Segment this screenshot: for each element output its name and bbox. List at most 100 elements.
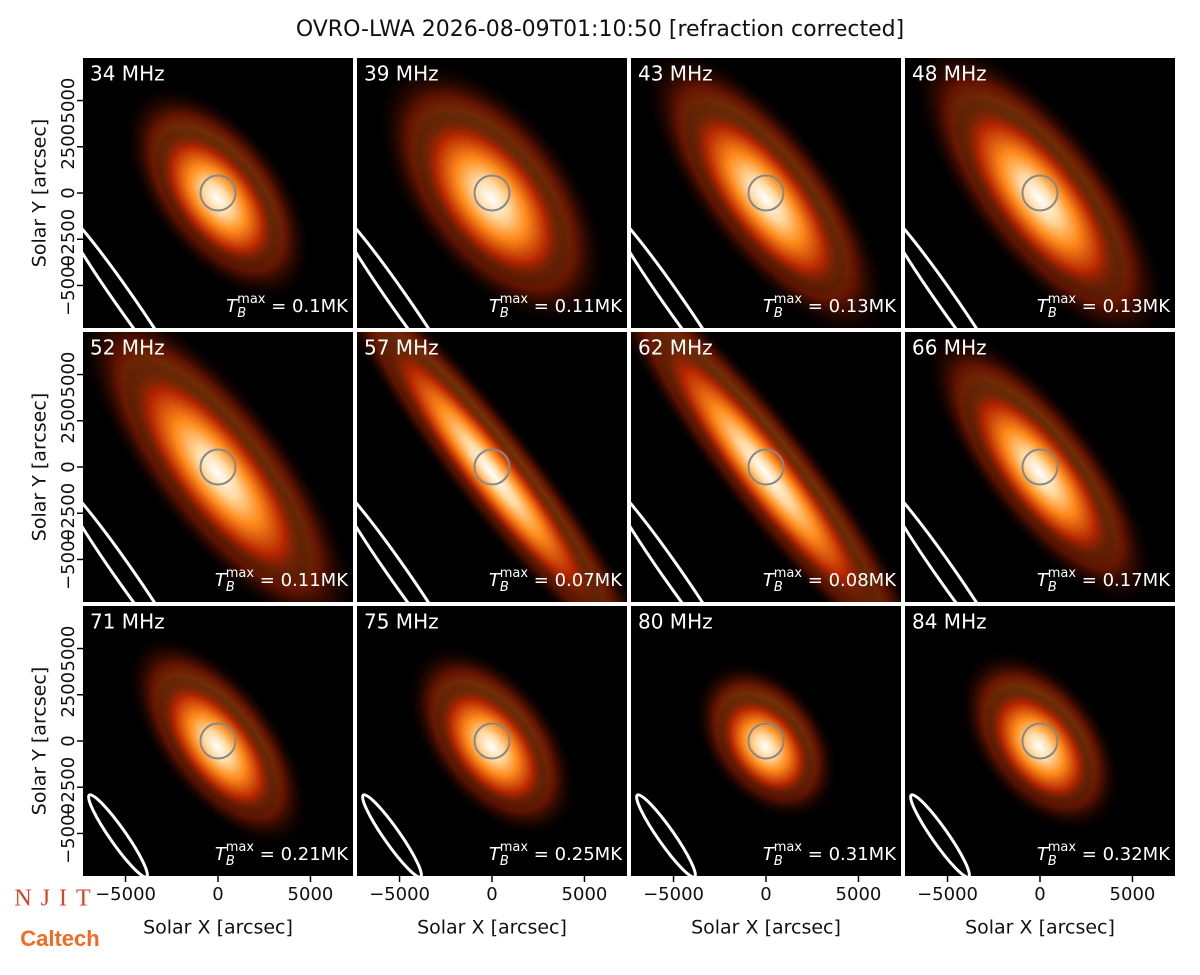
x-tick-label: 0 <box>212 884 223 905</box>
solar-disk <box>199 722 237 760</box>
x-tick-label: −5000 <box>369 884 430 905</box>
tb-max-label: TBmax = 0.11MK <box>489 292 623 321</box>
y-tick-label: −2500 <box>58 757 79 818</box>
panel: 48 MHz TBmax = 0.13MK <box>905 58 1175 328</box>
panel: 75 MHz TBmax = 0.25MK <box>357 606 627 876</box>
emission <box>434 681 549 812</box>
x-tick-label: 5000 <box>562 884 608 905</box>
x-tick-label: 5000 <box>1110 884 1156 905</box>
x-axis-label: Solar X [arcsec] <box>417 917 567 939</box>
beam <box>83 206 189 328</box>
solar-disk <box>199 174 237 212</box>
x-axis-label: Solar X [arcsec] <box>691 917 841 939</box>
tb-max-label: TBmax = 0.21MK <box>215 840 349 869</box>
panel: 52 MHz TBmax = 0.11MK <box>83 332 353 602</box>
x-axis-label: Solar X [arcsec] <box>143 917 293 939</box>
solar-disk <box>473 448 511 486</box>
logo-caltech: Caltech <box>20 926 99 951</box>
x-tick-label: 5000 <box>836 884 882 905</box>
beam <box>631 480 737 602</box>
y-tick-label: 5000 <box>58 78 79 124</box>
panel: 84 MHz TBmax = 0.32MK <box>905 606 1175 876</box>
logo-njit: NJIT <box>14 886 99 912</box>
y-tick-label: −5000 <box>58 803 79 864</box>
x-tick-label: −5000 <box>917 884 978 905</box>
frequency-label: 71 MHz <box>90 610 165 634</box>
panel: 71 MHz TBmax = 0.21MK <box>83 606 353 876</box>
y-tick-label: 2500 <box>58 672 79 718</box>
beam <box>635 793 697 876</box>
tb-max-label: TBmax = 0.31MK <box>763 840 897 869</box>
panel-image <box>83 606 353 876</box>
solar-disk <box>199 448 237 486</box>
emission <box>413 109 570 289</box>
x-axis-label: Solar X [arcsec] <box>965 917 1115 939</box>
y-axis-label: Solar Y [arcsec] <box>29 119 51 267</box>
frequency-label: 75 MHz <box>364 610 439 634</box>
beam <box>631 206 737 328</box>
x-tick-label: 0 <box>486 884 497 905</box>
tb-max-label: TBmax = 0.1MK <box>226 292 349 321</box>
emission <box>683 100 848 298</box>
solar-disk <box>747 174 785 212</box>
beam <box>361 793 423 876</box>
tb-max-label: TBmax = 0.32MK <box>1037 840 1171 869</box>
panel: 57 MHz TBmax = 0.07MK <box>357 332 627 602</box>
panel-image <box>905 58 1175 328</box>
panel-image <box>905 332 1175 602</box>
panel-image <box>357 58 627 328</box>
panel: 62 MHz TBmax = 0.08MK <box>631 332 901 602</box>
y-tick-label: 5000 <box>58 626 79 672</box>
y-tick-label: −2500 <box>58 209 79 270</box>
panel-image <box>83 332 353 602</box>
panel-image <box>631 606 901 876</box>
tb-max-label: TBmax = 0.13MK <box>763 292 897 321</box>
frequency-label: 34 MHz <box>90 62 165 86</box>
beam <box>83 480 189 602</box>
frequency-label: 80 MHz <box>638 610 713 634</box>
tb-max-label: TBmax = 0.25MK <box>489 840 623 869</box>
solar-disk <box>1021 448 1059 486</box>
emission <box>953 95 1125 302</box>
beam <box>87 793 149 876</box>
tb-max-label: TBmax = 0.08MK <box>763 566 897 595</box>
solar-disk <box>1021 722 1059 760</box>
panel: 43 MHz TBmax = 0.13MK <box>631 58 901 328</box>
y-tick-label: −5000 <box>58 529 79 590</box>
panel-image <box>357 606 627 876</box>
x-tick-label: 5000 <box>288 884 334 905</box>
x-tick-label: 0 <box>760 884 771 905</box>
panel-image <box>83 58 353 328</box>
tb-max-label: TBmax = 0.13MK <box>1037 292 1171 321</box>
emission <box>377 332 605 602</box>
solar-disk <box>473 722 511 760</box>
y-tick-label: 2500 <box>58 398 79 444</box>
beam <box>905 206 1011 328</box>
panel: 66 MHz TBmax = 0.17MK <box>905 332 1175 602</box>
emission <box>961 378 1117 567</box>
panel-image <box>631 332 901 602</box>
x-tick-label: 0 <box>1034 884 1045 905</box>
y-tick-label: −2500 <box>58 483 79 544</box>
x-tick-label: −5000 <box>95 884 156 905</box>
panel: 39 MHz TBmax = 0.11MK <box>357 58 627 328</box>
emission <box>123 358 312 587</box>
frequency-label: 52 MHz <box>90 336 165 360</box>
y-tick-label: 2500 <box>58 124 79 170</box>
emission <box>984 685 1094 808</box>
beam <box>357 480 463 602</box>
x-tick-label: −5000 <box>643 884 704 905</box>
y-tick-label: 0 <box>58 461 79 472</box>
frequency-label: 62 MHz <box>638 336 713 360</box>
solar-disk <box>1021 174 1059 212</box>
frequency-label: 57 MHz <box>364 336 439 360</box>
solar-disk <box>747 722 785 760</box>
panel-image <box>631 58 901 328</box>
solar-disk <box>473 174 511 212</box>
beam <box>909 793 971 876</box>
y-tick-label: 0 <box>58 735 79 746</box>
emission <box>651 332 880 602</box>
beam <box>357 206 463 328</box>
y-tick-label: 5000 <box>58 352 79 398</box>
panel-image <box>905 606 1175 876</box>
